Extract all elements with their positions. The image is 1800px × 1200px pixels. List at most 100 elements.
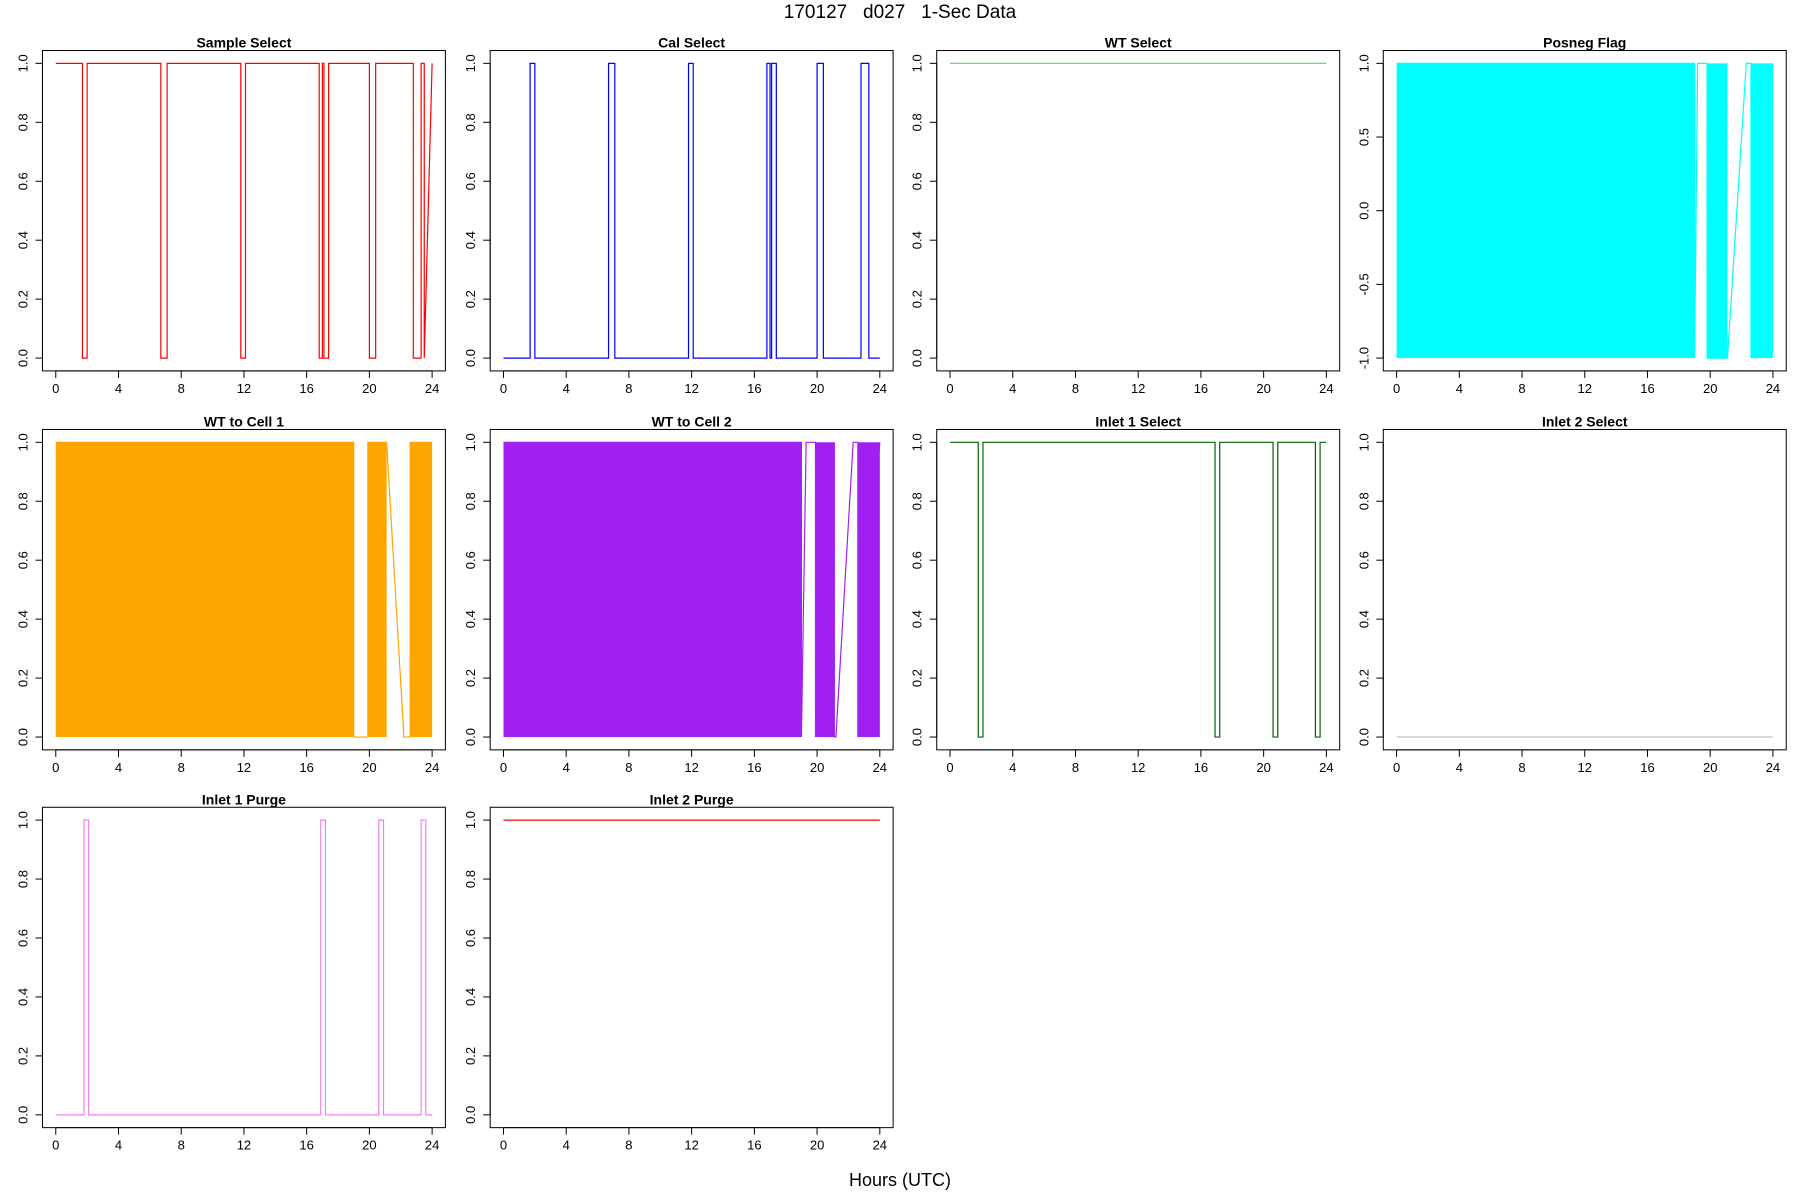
y-tick-label: 0.0 [15,728,30,746]
data-fill-block [55,442,354,738]
plot-frame [489,50,894,372]
x-tick-label: 16 [299,381,313,396]
y-tick-label: 0.2 [910,669,925,687]
x-tick-label: 12 [1578,381,1592,396]
x-tick-label: 20 [1703,760,1717,775]
x-tick-label: 24 [425,1138,439,1153]
panel-title: Inlet 1 Purge [202,791,286,807]
y-tick-label: 0.0 [463,1106,478,1124]
panel-title: WT Select [1105,35,1172,51]
y-tick-label: 0.2 [463,669,478,687]
x-tick-label: 12 [1578,760,1592,775]
x-tick-label: 24 [873,381,887,396]
x-tick-label: 20 [1256,381,1270,396]
y-tick-label: 0.0 [463,728,478,746]
y-tick-label: 0.6 [15,172,30,190]
y-tick-label: 0.4 [15,610,30,628]
data-fill-block [410,442,433,738]
panel-title: Inlet 1 Select [1095,413,1181,429]
x-tick-label: 0 [946,760,953,775]
y-tick-label: 0.6 [910,172,925,190]
data-fill-block [367,442,387,738]
panel-5: WT to Cell 2 0 4 8 12 16 20 24 0.0 0.2 0.4 0.6 0.8 1.… [463,413,894,775]
x-tick-label: 12 [1131,760,1145,775]
x-tick-label: 24 [1319,381,1333,396]
x-tick-label: 0 [946,381,953,396]
y-tick-label: 0.0 [910,349,925,367]
x-tick-label: 12 [1131,381,1145,396]
y-tick-label: 0.2 [1356,669,1371,687]
y-tick-label: 0.8 [910,113,925,131]
panel-title: WT to Cell 1 [204,413,284,429]
panel-6: Inlet 1 Select 0 4 8 12 16 20 24 0.0 0.2 0.4 0.6 0.8… [910,413,1341,775]
x-tick-label: 20 [362,760,376,775]
x-tick-label: 0 [52,381,59,396]
y-tick-label: 0.2 [15,290,30,308]
x-tick-label: 0 [1393,760,1400,775]
x-tick-label: 16 [747,381,761,396]
y-tick-label: 1.0 [910,433,925,451]
x-tick-label: 20 [362,381,376,396]
x-tick-label: 8 [1072,760,1079,775]
x-tick-label: 12 [684,1138,698,1153]
y-tick-label: 0.0 [15,349,30,367]
x-tick-label: 16 [299,1138,313,1153]
y-tick-label: 0.0 [1356,728,1371,746]
x-tick-label: 4 [1456,760,1463,775]
x-tick-label: 16 [1640,381,1654,396]
data-fill-block [503,442,802,738]
panel-8: Inlet 1 Purge 0 4 8 12 16 20 24 0.0 0.2 0.4 0.6 0.8 1… [15,791,446,1153]
x-tick-label: 4 [115,760,122,775]
x-tick-label: 8 [178,760,185,775]
y-tick-label: 0.8 [15,492,30,510]
panel-title: Sample Select [196,35,291,51]
x-tick-label: 16 [1194,760,1208,775]
plot-frame [936,50,1341,372]
y-tick-label: 0.4 [15,231,30,249]
x-tick-label: 8 [178,381,185,396]
panel-3: Posneg Flag 0 4 8 12 16 20 24 -1.0 -0.5 0.0 0.5 1.0 [1356,35,1787,396]
x-tick-label: 4 [563,760,570,775]
y-tick-label: 1.0 [15,54,30,72]
y-tick-label: 1.0 [463,54,478,72]
y-tick-label: 1.0 [1356,54,1371,72]
y-tick-label: 0.4 [463,988,478,1006]
x-tick-label: 4 [563,381,570,396]
panel-title: Posneg Flag [1543,35,1626,51]
y-tick-label: 0.8 [463,113,478,131]
x-tick-label: 8 [1518,760,1525,775]
y-tick-label: 0.2 [15,1047,30,1065]
x-tick-label: 20 [1703,381,1717,396]
y-tick-label: 0.6 [463,172,478,190]
x-tick-label: 16 [747,1138,761,1153]
data-fill-block [1396,63,1695,359]
y-tick-label: 0.4 [463,610,478,628]
y-tick-label: 1.0 [463,811,478,829]
panel-title: Inlet 2 Select [1542,413,1628,429]
y-tick-label: 0.6 [15,929,30,947]
y-tick-label: 1.0 [15,811,30,829]
plot-frame [1382,428,1787,751]
x-tick-label: 24 [1319,760,1333,775]
panel-0: Sample Select 0 4 8 12 16 20 24 0.0 0.2 0.4 0.6 0.8 1… [15,35,446,396]
series-line [503,62,880,359]
x-tick-label: 4 [1009,760,1016,775]
x-tick-label: 0 [52,1138,59,1153]
panel-title: Inlet 2 Purge [650,791,734,807]
x-tick-label: 24 [425,760,439,775]
y-tick-label: 1.0 [1356,433,1371,451]
y-tick-label: 0.4 [1356,610,1371,628]
x-tick-label: 16 [299,760,313,775]
plot-frame [489,806,894,1129]
x-tick-label: 24 [425,381,439,396]
x-tick-label: 20 [810,1138,824,1153]
x-tick-label: 4 [563,1138,570,1153]
y-tick-label: 0.8 [910,492,925,510]
figure-title: 170127 d027 1-Sec Data [783,2,1017,23]
x-tick-label: 8 [178,1138,185,1153]
plot-frame [41,806,446,1129]
x-tick-label: 8 [1072,381,1079,396]
y-tick-label: 0.6 [463,929,478,947]
series-line [55,62,433,359]
x-tick-label: 0 [500,1138,507,1153]
